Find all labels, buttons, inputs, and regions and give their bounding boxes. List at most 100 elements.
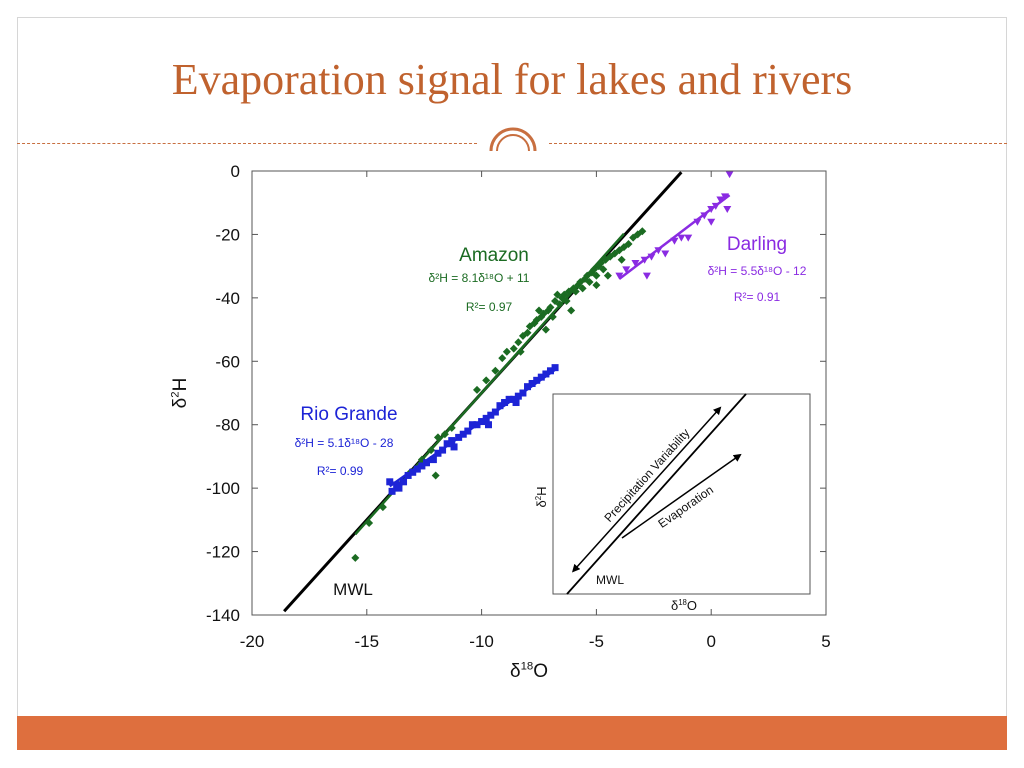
title-rule-left [17,143,477,144]
bottom-accent-band [17,716,1007,750]
inset-x-axis-title-base: δ [671,598,678,613]
y-tick-label: -100 [206,479,240,498]
darling-point [642,272,651,280]
amazon-point [567,306,576,315]
darling-point [707,206,716,214]
y-axis-title-tail: H [170,378,191,392]
rio-grande-point [448,437,456,445]
x-tick-label: -15 [355,632,380,651]
rio-grande-point [487,411,495,419]
x-axis-title-sup: 18 [521,660,534,672]
inset-x-axis-title: δ18O [671,598,697,613]
slide-title: Evaporation signal for lakes and rivers [171,55,853,104]
data-points [351,171,734,562]
amazon-point [447,423,456,432]
rio-grande-point [537,373,545,381]
rio-grande-point [496,402,504,410]
ornament-icon [489,127,537,152]
rio-grande-point [404,471,412,479]
darling-point [670,237,679,245]
amazon-point [516,347,525,356]
rio-grande-point [388,487,396,495]
x-tick-label: -5 [589,632,604,651]
rio-grande-point [528,379,536,387]
rio-grande-point [505,395,513,403]
series-name-label: Amazon [459,245,529,266]
inset-mwl-label: MWL [596,573,624,587]
darling-point [725,171,734,179]
rio-grande-point [501,399,509,407]
amazon-point [603,271,612,280]
series-r2-label: R²= 0.91 [734,290,781,304]
x-tick-label: -10 [469,632,494,651]
amazon-point [427,446,436,455]
title-rule-right [549,143,1007,144]
rio-grande-point [551,364,559,372]
rio-grande-point [439,446,447,454]
rio-grande-point [386,478,394,486]
inset-x-axis-title-sup: 18 [678,598,687,607]
rio-grande-point [459,430,467,438]
x-axis-title-base: δ [510,661,521,682]
amazon-point [548,312,557,321]
amazon-point [555,300,564,309]
amazon-point [498,354,507,363]
rio-grande-point [434,449,442,457]
inset-y-axis-title-sup: 2 [534,496,543,500]
series-equation-label: δ²H = 5.1δ¹⁸O - 28 [295,436,394,450]
rio-grande-point [443,440,451,448]
darling-point [684,234,693,242]
series-r2-label: R²= 0.99 [317,464,364,478]
amazon-point [365,519,374,528]
amazon-point [585,278,594,286]
darling-point [720,193,729,201]
rio-grande-point [542,370,550,378]
darling-point [707,218,716,226]
rio-grande-point [473,421,481,429]
amazon-point [638,227,647,236]
amazon-point [378,503,387,512]
amazon-point [431,471,440,480]
y-tick-label: -60 [215,352,240,371]
amazon-point [433,433,442,442]
amazon-point [541,325,550,334]
amazon-point [509,344,518,353]
plot-frame [251,170,827,616]
inset-y-axis-title-tail: H [534,487,549,496]
rio-grande-point [546,367,554,375]
darling-point [622,266,631,274]
series-name-label: Rio Grande [300,404,397,425]
rio-grande-point [429,456,437,464]
rio-grande-point [464,427,472,435]
y-tick-label: -80 [215,416,240,435]
y-tick-label: 0 [231,162,240,181]
x-axis-title-tail: O [533,661,548,682]
rio-grande-point [491,408,499,416]
rio-grande-point [413,465,421,473]
amazon-point [491,366,500,375]
rio-grande-point [519,389,527,397]
rio-grande-point [512,399,520,407]
y-axis-title-base: δ [170,398,191,409]
y-tick-label: -40 [215,289,240,308]
rio-grande-point [422,459,430,467]
amazon-point [578,284,587,293]
isotope-scatter-chart: -20 -15 -10 -5 0 50-20-40-60-80-100-120-140δ1… [169,162,830,682]
rio-grande-point [409,468,417,476]
mwl-label: MWL [333,580,373,599]
amazon-point [546,303,555,312]
rio-grande-point [400,478,408,486]
rio-grande-point [514,392,522,400]
rio-grande-point [484,421,492,429]
y-axis-title-sup: 2 [169,391,181,397]
amazon-point [624,239,633,248]
darling-point [700,212,709,220]
inset-frame [552,393,811,595]
rio-grande-point [478,418,486,426]
x-axis-title: δ18O [510,660,548,682]
darling-point [640,256,649,264]
series-name-label: Darling [727,234,787,255]
amazon-point [535,306,543,315]
series-labels: Amazon δ²H = 8.1δ¹⁸O + 11 R²= 0.97 Rio Gran… [295,234,807,599]
amazon-point [351,553,360,562]
